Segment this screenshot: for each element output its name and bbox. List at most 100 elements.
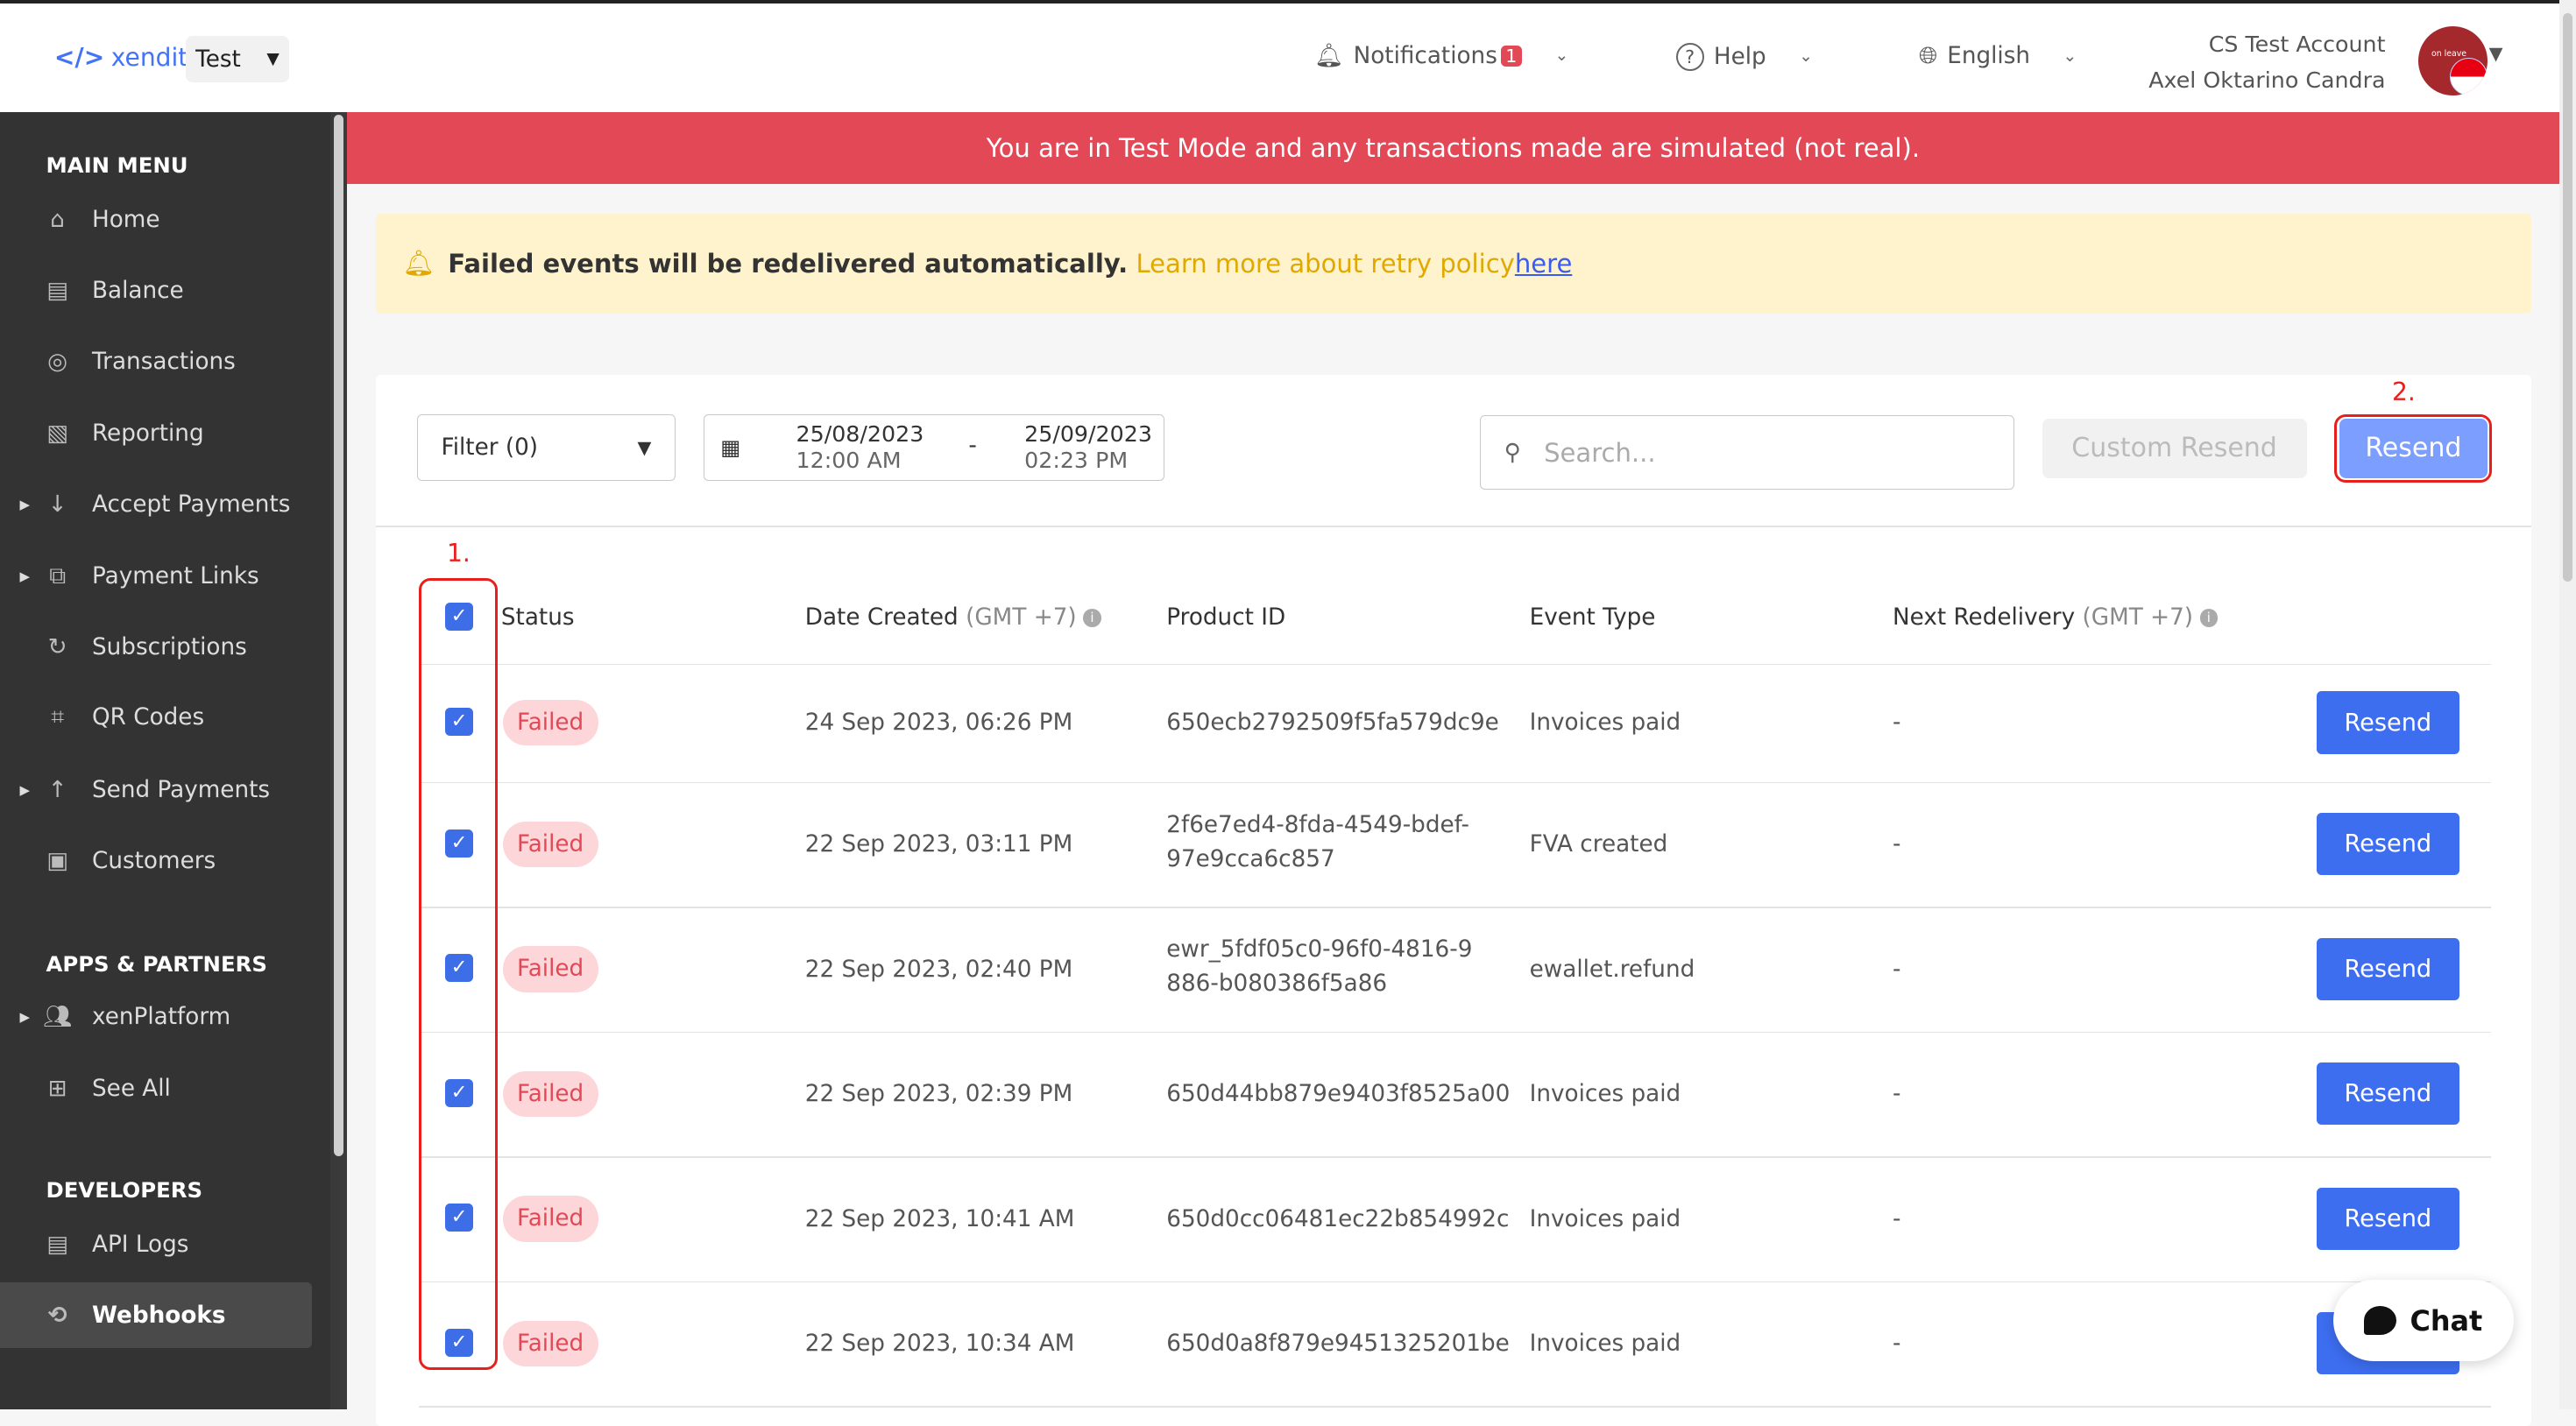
flag-icon [2449, 57, 2488, 95]
select-all-checkbox[interactable]: ✓ [445, 603, 473, 631]
annotation-label-2: 2. [2392, 378, 2416, 407]
resend-button[interactable]: Resend [2339, 419, 2488, 478]
status-badge: Failed [502, 699, 598, 746]
chevron-down-icon: ⌄ [1799, 47, 1813, 67]
divider [376, 526, 2532, 527]
scrollbar-thumb[interactable] [333, 115, 343, 1156]
notice-text: Learn more about retry policy [1136, 248, 1515, 279]
next-redelivery: - [1893, 831, 1901, 858]
sidebar-item-payment-links[interactable]: ▶ ⧉ Payment Links [0, 544, 312, 610]
row-checkbox[interactable]: ✓ [445, 1078, 473, 1107]
row-checkbox[interactable]: ✓ [445, 1328, 473, 1357]
date-separator: - [968, 433, 977, 460]
sidebar-item-xenplatform[interactable]: ▶ 👥︎ xenPlatform [0, 984, 312, 1049]
custom-resend-button[interactable]: Custom Resend [2042, 419, 2307, 478]
language-menu[interactable]: 🌐︎ English ⌄ [1919, 43, 2077, 70]
row-resend-button[interactable]: Resend [2316, 937, 2459, 1000]
sidebar-item-transactions[interactable]: ◎ Transactions [0, 328, 312, 394]
sidebar: MAIN MENU ⌂ Home ▤ Balance ◎ Transactions ▧ Repo… [0, 111, 330, 1409]
row-divider [419, 907, 2491, 908]
coins-icon: ◎ [47, 348, 68, 375]
status-text: Failed [517, 709, 584, 736]
row-resend-button[interactable]: Resend [2316, 813, 2459, 876]
chevron-down-icon: ⌄ [1554, 46, 1569, 66]
retry-policy-link[interactable]: here [1514, 248, 1573, 279]
next-redelivery: - [1893, 1205, 1901, 1232]
sidebar-section-title: DEVELOPERS [46, 1177, 203, 1204]
chat-button[interactable]: Chat [2332, 1279, 2514, 1362]
status-badge: Failed [502, 1196, 598, 1242]
notifications-menu[interactable]: 🔔︎ Notifications 1 ⌄ [1314, 43, 1568, 69]
top-header: </> xendit Test ▼ 🔔︎ Notifications 1 ⌄ ? … [0, 3, 2560, 112]
date-created: 22 Sep 2023, 03:11 PM [804, 831, 1073, 858]
status-badge: Failed [502, 1070, 598, 1117]
sidebar-item-send-payments[interactable]: ▶ ↑ Send Payments [0, 757, 312, 822]
date-range-picker[interactable]: ▦ 25/08/2023 12:00 AM - 25/09/2023 02:23 P… [703, 413, 1165, 482]
info-icon[interactable]: i [1083, 609, 1101, 627]
page-scrollbar[interactable] [2559, 0, 2576, 1409]
column-label: Status [500, 604, 575, 631]
sidebar-item-label: Balance [92, 277, 184, 304]
help-menu[interactable]: ? Help ⌄ [1675, 42, 1813, 71]
help-icon: ? [1675, 42, 1704, 71]
row-divider [419, 1406, 2491, 1408]
scrollbar-thumb[interactable] [2563, 13, 2573, 582]
product-id: 650d44bb879e9403f8525a00 [1166, 1081, 1511, 1107]
status-text: Failed [517, 1205, 584, 1232]
row-resend-button[interactable]: Resend [2316, 1187, 2459, 1250]
row-resend-button[interactable]: Resend [2316, 1062, 2459, 1126]
sidebar-item-api-logs[interactable]: ▤ API Logs [0, 1212, 312, 1278]
chevron-down-icon: ▼ [637, 436, 652, 458]
notifications-badge: 1 [1500, 45, 1522, 67]
banner-text: You are in Test Mode and any transaction… [986, 132, 1921, 163]
row-checkbox[interactable]: ✓ [445, 954, 473, 983]
product-id: 650ecb2792509f5fa579dc9e [1166, 709, 1499, 737]
sidebar-item-label: xenPlatform [92, 1003, 231, 1030]
info-icon[interactable]: i [2199, 609, 2219, 627]
date-to-date: 25/09/2023 [1024, 421, 1152, 447]
user-name: Axel Oktarino Candra [2148, 67, 2386, 94]
annotation-box-2 [2334, 413, 2493, 484]
logo-text: xendit [110, 42, 188, 72]
search-input[interactable]: ⚲ Search... [1480, 415, 2014, 490]
row-checkbox[interactable]: ✓ [445, 829, 473, 858]
sidebar-item-subscriptions[interactable]: ↻ Subscriptions [0, 614, 312, 680]
row-checkbox[interactable]: ✓ [445, 708, 473, 736]
notice-title: Failed events will be redelivered automa… [448, 248, 1129, 279]
filter-dropdown[interactable]: Filter (0) ▼ [417, 413, 676, 482]
row-checkbox[interactable]: ✓ [445, 1204, 473, 1232]
avatar[interactable]: on leave [2418, 26, 2488, 95]
webhooks-card [376, 374, 2532, 1426]
help-label: Help [1713, 43, 1766, 70]
resend-label: Resend [2344, 830, 2432, 858]
status-badge: Failed [502, 1320, 598, 1366]
caret-right-icon: ▶ [19, 1008, 31, 1025]
resend-label: Resend [2344, 955, 2432, 983]
account-info[interactable]: CS Test Account Axel Oktarino Candra [2148, 26, 2385, 99]
date-to: 25/09/2023 02:23 PM [1024, 421, 1152, 474]
sidebar-item-home[interactable]: ⌂ Home [0, 187, 312, 253]
sidebar-item-accept-payments[interactable]: ▶ ↓ Accept Payments [0, 471, 312, 537]
sidebar-item-balance[interactable]: ▤ Balance [0, 258, 312, 323]
custom-resend-label: Custom Resend [2071, 433, 2277, 464]
sidebar-item-customers[interactable]: ▣ Customers [0, 828, 312, 893]
sidebar-section-title: MAIN MENU [46, 152, 188, 179]
environment-select[interactable]: Test ▼ [185, 36, 289, 82]
search-placeholder: Search... [1544, 437, 1656, 468]
account-chevron-icon[interactable]: ▼ [2488, 42, 2503, 64]
sidebar-item-reporting[interactable]: ▧ Reporting [0, 401, 312, 467]
xendit-logo[interactable]: </> xendit [54, 43, 188, 72]
product-id: 650d0a8f879e9451325201be [1166, 1331, 1510, 1357]
chat-bubble-icon [2363, 1305, 2397, 1336]
sidebar-item-qr-codes[interactable]: ⌗ QR Codes [0, 685, 312, 751]
avatar-status: on leave [2431, 49, 2467, 60]
row-resend-button[interactable]: Resend [2316, 691, 2459, 754]
event-type: Invoices paid [1529, 1205, 1681, 1232]
sidebar-item-see-all[interactable]: ⊞ See All [0, 1056, 312, 1122]
date-created: 22 Sep 2023, 02:39 PM [804, 1081, 1073, 1107]
test-mode-banner: You are in Test Mode and any transaction… [346, 111, 2560, 184]
sidebar-scrollbar[interactable] [329, 111, 347, 1409]
caret-right-icon: ▶ [19, 568, 31, 585]
logo-icon: </> [53, 42, 105, 72]
sidebar-item-webhooks[interactable]: ⟲ Webhooks [0, 1282, 313, 1349]
